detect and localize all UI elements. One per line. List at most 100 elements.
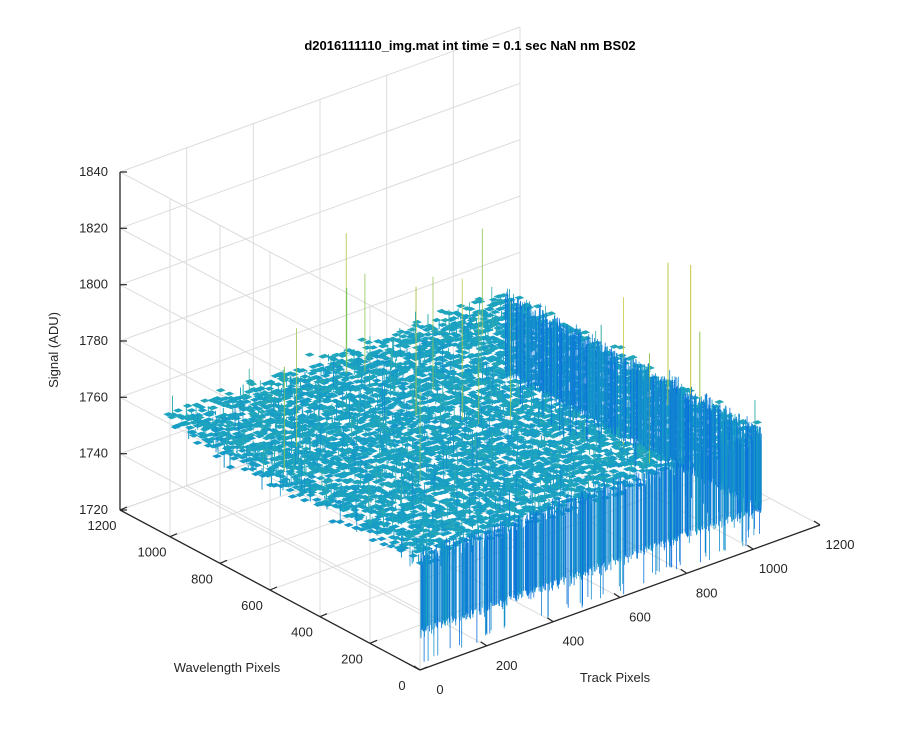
surface-patch [363, 404, 374, 409]
surface-patch [266, 381, 277, 386]
surface-patch [460, 372, 471, 377]
surface-patch [255, 396, 266, 401]
surface-patch [247, 466, 258, 472]
surface-layer [163, 228, 763, 662]
surface-patch [237, 455, 248, 460]
surface-patch [196, 404, 207, 410]
surface-patch [241, 422, 252, 427]
surface-patch [329, 393, 340, 398]
surface-patch [185, 425, 196, 430]
surface-patch [314, 362, 325, 368]
surface-patch [343, 522, 354, 528]
surface-patch [302, 399, 313, 404]
surface-patch [170, 424, 181, 430]
surface-patch [215, 441, 226, 447]
surface-patch [416, 324, 427, 330]
surface-patch [470, 342, 481, 347]
surface-patch [321, 409, 332, 414]
surface-patch [498, 293, 509, 298]
surface-patch [446, 360, 457, 365]
surface-patch [287, 494, 298, 499]
surface-patch [232, 453, 243, 458]
surface-patch [215, 388, 226, 393]
surface-patch [392, 400, 403, 405]
surface-patch [252, 463, 263, 468]
surface-patch [303, 387, 314, 392]
surface-patch [455, 421, 466, 427]
surface-patch [376, 536, 387, 542]
surface-patch [420, 336, 431, 341]
surface-patch [325, 430, 336, 436]
surface-patch [266, 432, 277, 437]
surface-patch [222, 423, 234, 429]
surface-patch [411, 319, 422, 325]
surface-patch [240, 435, 251, 441]
surface-patch [444, 311, 455, 316]
surface-patch [240, 466, 251, 472]
surface-patch [203, 417, 214, 422]
surface-patch [368, 374, 379, 379]
surface-patch [591, 480, 602, 485]
surface-patch [464, 343, 475, 349]
surface-patch [391, 332, 402, 337]
surface-patch [331, 352, 342, 358]
surface-patch [449, 325, 460, 331]
surface-patch [322, 398, 333, 404]
surface-patch [714, 399, 725, 405]
surface-patch [261, 435, 273, 441]
surface-patch [237, 448, 248, 453]
surface-patch [394, 371, 405, 377]
surface-patch [379, 542, 390, 547]
surface-patch [380, 339, 391, 345]
surface-patch [463, 375, 474, 380]
surface-patch [365, 397, 376, 402]
surface-patch [207, 424, 218, 430]
surface-patch [248, 387, 259, 392]
surface-patch [418, 373, 429, 378]
surface-patch [366, 387, 377, 393]
surface-patch [257, 451, 268, 457]
surface-patch [249, 423, 260, 429]
surface-patch [370, 381, 381, 387]
surface-patch [405, 384, 416, 390]
surface-patch [286, 384, 297, 389]
surface-patch [324, 386, 335, 391]
surface-patch [402, 330, 413, 335]
surface-patch [238, 428, 249, 434]
surface-patch [207, 405, 218, 411]
surface-patch [342, 383, 353, 389]
surface-patch [422, 392, 433, 398]
surface-patch [752, 420, 763, 425]
surface-patch [263, 393, 274, 398]
surface-patch [616, 353, 627, 358]
surface-patch [386, 403, 397, 409]
surface-patch [424, 323, 435, 329]
surface-patch [393, 349, 404, 355]
surface-patch [264, 386, 275, 391]
surface-patch [455, 303, 466, 309]
surface-patch [377, 343, 388, 349]
surface-patch [455, 365, 466, 370]
surface-patch [285, 430, 296, 435]
surface-patch [405, 340, 416, 345]
surface-patch [252, 392, 263, 397]
surface-patch [318, 354, 329, 359]
surface-patch [285, 487, 296, 493]
surface-patch [322, 425, 333, 431]
surface-patch [315, 475, 326, 481]
surface-patch [205, 410, 216, 416]
surface-patch [496, 373, 507, 378]
surface-patch [220, 401, 231, 407]
surface-patch [188, 433, 199, 438]
surface-patch [327, 410, 338, 416]
surface-patch [322, 416, 333, 421]
surface-patch [229, 399, 240, 404]
surface-patch [396, 329, 407, 335]
surface-patch [374, 371, 385, 377]
surface-patch [316, 379, 327, 384]
surface-patch [253, 406, 264, 412]
surface-patch [430, 419, 441, 424]
surface-patch [377, 389, 388, 395]
surface-patch [399, 342, 410, 348]
surface-patch [259, 400, 270, 405]
